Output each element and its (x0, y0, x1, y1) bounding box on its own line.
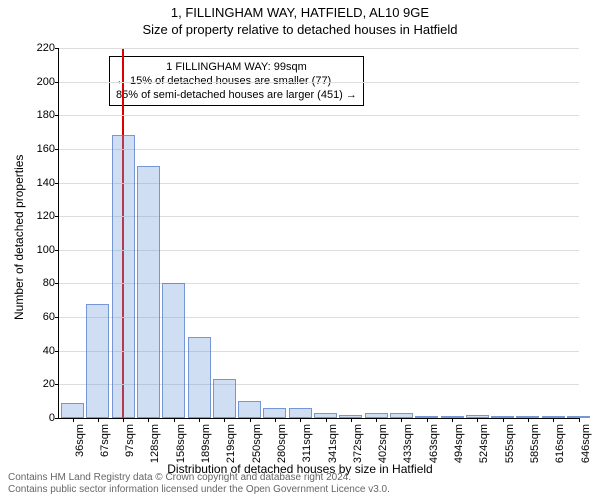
xtick-label: 67sqm (99, 424, 111, 484)
ytick-mark (55, 283, 59, 284)
gridline (59, 115, 579, 116)
xtick-mark (275, 418, 276, 422)
histogram-bar (137, 166, 160, 418)
ytick-label: 160 (25, 143, 55, 155)
annotation-line3: 85% of semi-detached houses are larger (… (116, 88, 357, 102)
xtick-mark (351, 418, 352, 422)
ytick-mark (55, 216, 59, 217)
chart-container: { "title_line1": "1, FILLINGHAM WAY, HAT… (0, 0, 600, 500)
xtick-label: 555sqm (504, 424, 516, 484)
ytick-mark (55, 317, 59, 318)
histogram-bar (238, 401, 261, 418)
xtick-label: 646sqm (580, 424, 592, 484)
xtick-label: 494sqm (453, 424, 465, 484)
xtick-label: 372sqm (352, 424, 364, 484)
xtick-label: 463sqm (428, 424, 440, 484)
ytick-label: 220 (25, 42, 55, 54)
xtick-label: 97sqm (124, 424, 136, 484)
xtick-mark (553, 418, 554, 422)
xtick-label: 158sqm (175, 424, 187, 484)
ytick-mark (55, 384, 59, 385)
ytick-label: 180 (25, 109, 55, 121)
plot-area: 1 FILLINGHAM WAY: 99sqm ← 15% of detache… (58, 48, 579, 419)
ytick-mark (55, 418, 59, 419)
xtick-label: 616sqm (554, 424, 566, 484)
xtick-mark (250, 418, 251, 422)
xtick-label: 585sqm (529, 424, 541, 484)
xtick-label: 433sqm (402, 424, 414, 484)
xtick-label: 341sqm (327, 424, 339, 484)
xtick-mark (579, 418, 580, 422)
xtick-mark (528, 418, 529, 422)
ytick-label: 200 (25, 76, 55, 88)
xtick-mark (326, 418, 327, 422)
xtick-mark (148, 418, 149, 422)
xtick-mark (199, 418, 200, 422)
gridline (59, 149, 579, 150)
ytick-label: 120 (25, 210, 55, 222)
ytick-label: 0 (25, 412, 55, 424)
xtick-label: 311sqm (301, 424, 313, 484)
xtick-mark (503, 418, 504, 422)
histogram-bar (112, 135, 135, 418)
xtick-label: 280sqm (276, 424, 288, 484)
histogram-bar (289, 408, 312, 418)
xtick-mark (401, 418, 402, 422)
annotation-line1: 1 FILLINGHAM WAY: 99sqm (116, 60, 357, 74)
ytick-label: 60 (25, 311, 55, 323)
chart-title-address: 1, FILLINGHAM WAY, HATFIELD, AL10 9GE (0, 5, 600, 20)
ytick-label: 100 (25, 244, 55, 256)
ytick-mark (55, 82, 59, 83)
ytick-label: 40 (25, 345, 55, 357)
xtick-mark (123, 418, 124, 422)
ytick-label: 80 (25, 277, 55, 289)
xtick-mark (224, 418, 225, 422)
ytick-label: 20 (25, 378, 55, 390)
histogram-bar (188, 337, 211, 418)
xtick-mark (174, 418, 175, 422)
chart-subtitle: Size of property relative to detached ho… (0, 22, 600, 37)
y-axis-label: Number of detached properties (12, 155, 26, 320)
xtick-label: 219sqm (225, 424, 237, 484)
xtick-label: 402sqm (377, 424, 389, 484)
ytick-label: 140 (25, 177, 55, 189)
ytick-mark (55, 149, 59, 150)
xtick-label: 36sqm (74, 424, 86, 484)
xtick-label: 189sqm (200, 424, 212, 484)
xtick-mark (427, 418, 428, 422)
gridline (59, 48, 579, 49)
xtick-mark (300, 418, 301, 422)
histogram-bar (86, 304, 109, 418)
histogram-bar (213, 379, 236, 418)
gridline (59, 82, 579, 83)
xtick-label: 524sqm (478, 424, 490, 484)
xtick-mark (73, 418, 74, 422)
xtick-label: 250sqm (251, 424, 263, 484)
ytick-mark (55, 183, 59, 184)
ytick-mark (55, 115, 59, 116)
histogram-bar (162, 283, 185, 418)
xtick-label: 128sqm (149, 424, 161, 484)
histogram-bar (263, 408, 286, 418)
xtick-mark (376, 418, 377, 422)
ytick-mark (55, 48, 59, 49)
xtick-mark (477, 418, 478, 422)
xtick-mark (98, 418, 99, 422)
histogram-bar (61, 403, 84, 418)
xtick-mark (452, 418, 453, 422)
footer-line2: Contains public sector information licen… (8, 484, 390, 496)
ytick-mark (55, 250, 59, 251)
ytick-mark (55, 351, 59, 352)
